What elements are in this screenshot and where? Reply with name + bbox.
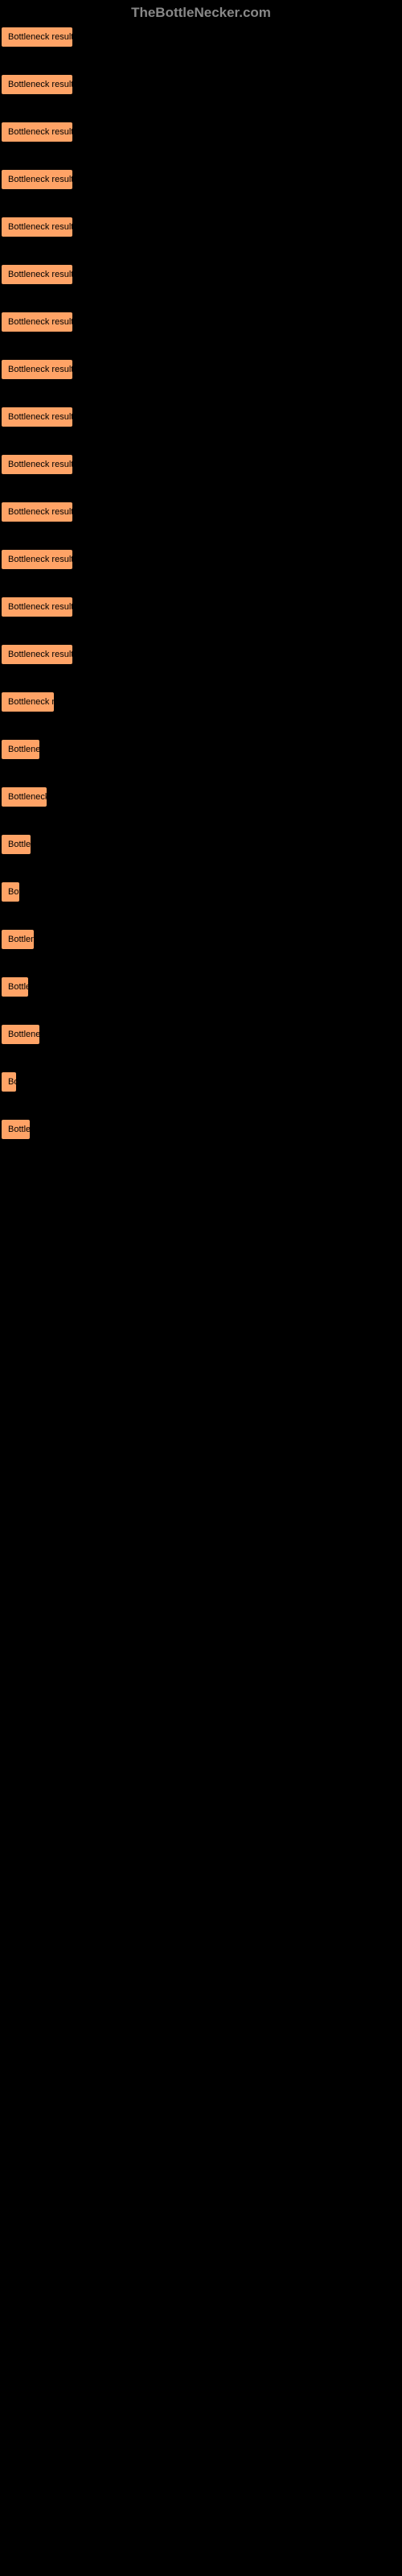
bottleneck-pill[interactable]: Bottleneck result (2, 597, 72, 617)
bottleneck-pill[interactable]: Bottleneck result (2, 645, 72, 664)
bottleneck-pill[interactable]: Bottleneck result (2, 312, 72, 332)
bottleneck-pill[interactable]: Bottleneck result (2, 170, 72, 189)
bottleneck-pill[interactable]: Bottlenec (2, 740, 39, 759)
bottleneck-pill[interactable]: Bottleneck result (2, 455, 72, 474)
bottleneck-pill[interactable]: Bottleneck result (2, 217, 72, 237)
bottleneck-pill[interactable]: Bottlen (2, 835, 31, 854)
bottleneck-pill[interactable]: Bottleneck result (2, 550, 72, 569)
bottleneck-pill[interactable]: Bottlenec (2, 1025, 39, 1044)
bottleneck-pill[interactable]: Bottle (2, 977, 28, 997)
bottleneck-pill[interactable]: Bottleneck result (2, 265, 72, 284)
bottleneck-pill[interactable]: Bottleneck re (2, 692, 54, 712)
bottleneck-pill[interactable]: Bottlene (2, 930, 34, 949)
bottleneck-pill[interactable]: Bottleneck result (2, 502, 72, 522)
pills-container: Bottleneck result Bottleneck result Bottle… (0, 26, 402, 1169)
brand-text: TheBottleNecker.com (131, 5, 271, 20)
bottleneck-pill[interactable]: Bottleneck result (2, 27, 72, 47)
page-header: TheBottleNecker.com (0, 0, 402, 26)
bottleneck-pill[interactable]: Bottleneck result (2, 122, 72, 142)
bottleneck-pill[interactable]: Bottleneck result (2, 75, 72, 94)
bottleneck-pill[interactable]: Bottleneck result (2, 360, 72, 379)
bottleneck-pill[interactable]: Bottleneck result (2, 407, 72, 427)
bottleneck-pill[interactable]: Bo (2, 1072, 16, 1092)
bottleneck-pill[interactable]: Bottler (2, 1120, 30, 1139)
bottleneck-pill[interactable]: Bottleneck r (2, 787, 47, 807)
bottleneck-pill[interactable]: Bot (2, 882, 19, 902)
